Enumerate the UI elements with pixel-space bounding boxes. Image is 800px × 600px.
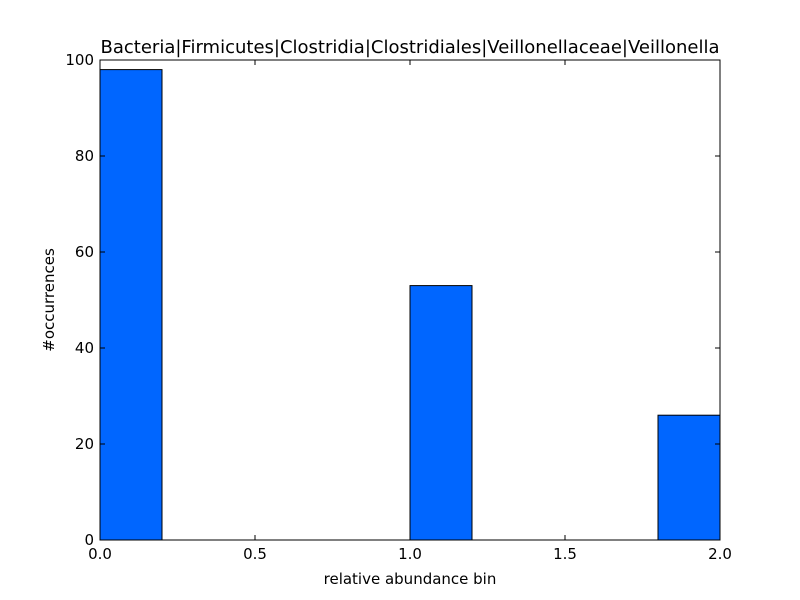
plot-frame [99, 59, 721, 541]
histogram-bar [657, 414, 721, 541]
x-tick-label: 1.5 [553, 545, 577, 563]
y-tick-label: 60 [75, 243, 94, 261]
x-tick-label: 0.5 [243, 545, 267, 563]
x-tick-label: 1.0 [398, 545, 422, 563]
y-tick-label: 20 [75, 435, 94, 453]
histogram-bar [99, 69, 163, 541]
chart-title: Bacteria|Firmicutes|Clostridia|Clostridi… [101, 37, 720, 58]
bars-group [99, 69, 721, 541]
y-tick-label: 40 [75, 339, 94, 357]
x-tick-label: 2.0 [708, 545, 732, 563]
x-ticks-group: 0.0 0.5 1.0 1.5 2.0 [88, 60, 732, 563]
y-tick-label: 80 [75, 147, 94, 165]
y-ticks-group: 0 20 40 60 80 100 [65, 51, 720, 549]
x-tick-label: 0.0 [88, 545, 112, 563]
y-tick-label: 100 [65, 51, 94, 69]
histogram-bar [409, 285, 473, 541]
y-tick-label: 0 [84, 531, 94, 549]
x-axis-label: relative abundance bin [324, 570, 497, 588]
y-axis-label: #occurrences [40, 248, 58, 352]
